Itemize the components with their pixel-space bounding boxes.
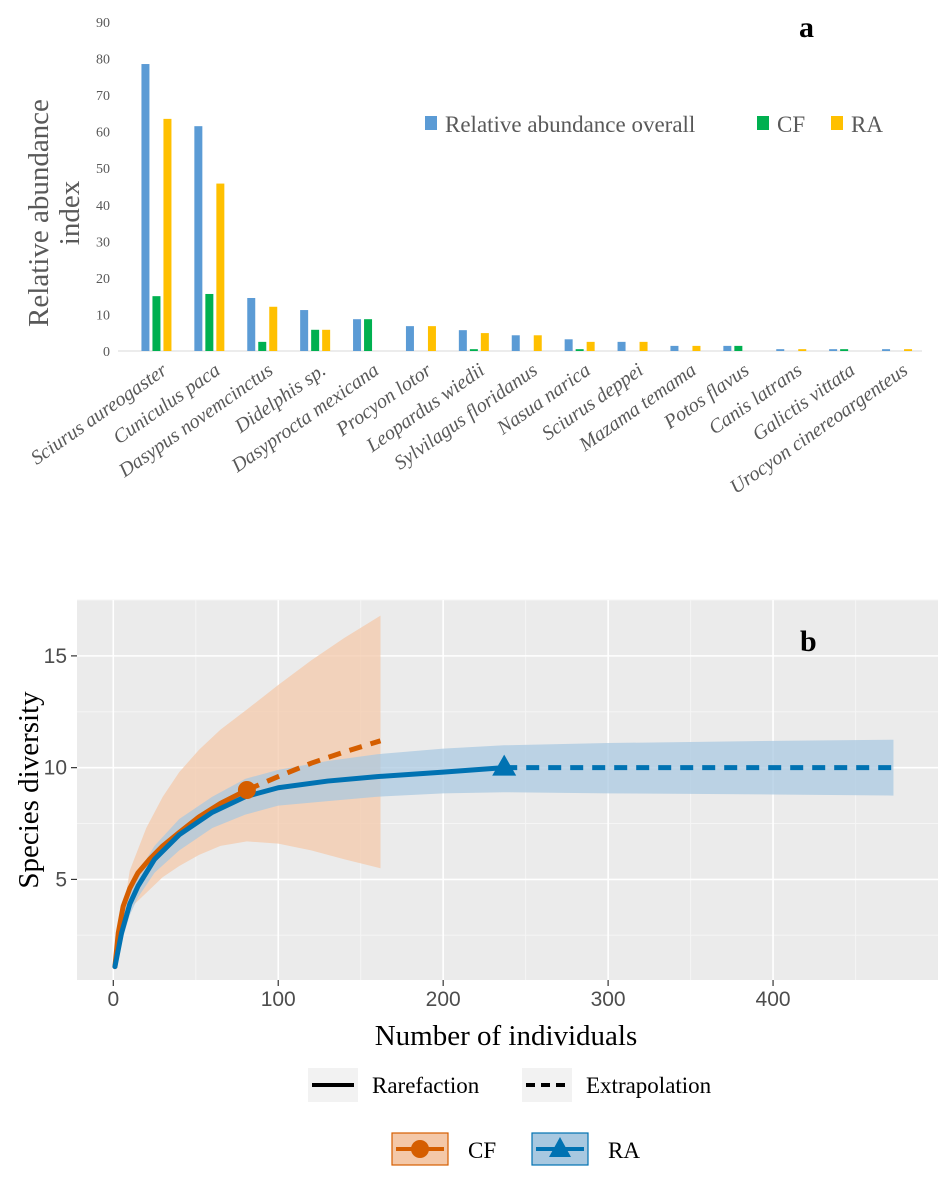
legend-label-ra: RA <box>851 112 883 137</box>
bar-relative-abundance-overall-didelphis-sp <box>300 310 309 351</box>
panel-a-label: a <box>799 11 814 44</box>
panel-b-x-tick-label: 0 <box>107 988 119 1011</box>
series-legend-marker-ra <box>549 1137 571 1157</box>
bar-ra-sciurus-aureogaster <box>163 118 172 351</box>
bar-cf-dasypus-novemcinctus <box>258 341 267 351</box>
panel-b-x-tick-label: 300 <box>591 988 626 1011</box>
panel-b-x-tick-label: 400 <box>756 988 791 1011</box>
panel-a-y-tick-label: 50 <box>96 162 110 177</box>
panel-b-curves <box>112 738 894 970</box>
panel-a-legend: Relative abundance overall CF RA <box>425 112 883 137</box>
line-legend-label-rarefaction: Rarefaction <box>372 1073 480 1098</box>
bar-relative-abundance-overall-potos-flavus <box>723 345 732 351</box>
panel-a-y-tick-label: 70 <box>96 89 110 104</box>
bar-ra-didelphis-sp <box>322 329 331 351</box>
bar-ra-dasypus-novemcinctus <box>269 306 278 351</box>
bar-ra-sylvilagus-floridanus <box>533 335 542 351</box>
bar-ra-nasua-narica <box>586 341 595 351</box>
bar-relative-abundance-overall-mazama-temama <box>670 345 679 351</box>
bar-cf-leopardus-wiedii <box>469 349 478 351</box>
series-legend-label-cf: CF <box>468 1138 496 1163</box>
panel-a-y-title-line-1: Relative abundance <box>23 99 55 327</box>
bar-relative-abundance-overall-nasua-narica <box>564 339 573 351</box>
series-legend-marker-cf <box>411 1140 429 1158</box>
bar-relative-abundance-overall-sylvilagus-floridanus <box>511 335 520 351</box>
panel-b-x-tick-label: 100 <box>261 988 296 1011</box>
panel-b-chart: b 5 10 15 0 100 200 300 400 Number of individu… <box>13 599 938 1166</box>
bar-relative-abundance-overall-procyon-lotor <box>405 326 414 351</box>
legend-label-cf: CF <box>777 112 805 137</box>
panel-a-y-ticks: 0 10 20 30 40 50 60 70 80 90 <box>96 16 110 360</box>
bar-cf-nasua-narica <box>575 349 584 351</box>
bar-cf-sciurus-aureogaster <box>152 296 161 351</box>
bar-cf-cuniculus-paca <box>205 293 214 351</box>
panel-a-y-tick-label: 0 <box>103 345 110 360</box>
panel-b-y-ticks: 5 10 15 <box>44 645 77 891</box>
bar-ra-cuniculus-paca <box>216 183 225 351</box>
rarefaction-line-ra <box>112 765 507 970</box>
bar-cf-potos-flavus <box>734 345 743 351</box>
bar-ra-canis-latrans <box>798 349 807 351</box>
panel-a-y-tick-label: 60 <box>96 126 110 141</box>
panel-a-y-tick-label: 90 <box>96 16 110 31</box>
panel-a-y-title-line-2: index <box>54 180 86 245</box>
bar-cf-didelphis-sp <box>311 329 320 351</box>
line-legend-label-extrapolation: Extrapolation <box>586 1073 712 1098</box>
panel-a-chart: a Relative abundanceindex 0 10 20 30 40 50 60 7… <box>23 11 922 498</box>
observed-marker-ra <box>492 754 517 776</box>
panel-b-y-tick-label: 15 <box>44 645 67 668</box>
panel-b-line-type-legend: Rarefaction Extrapolation <box>308 1068 712 1102</box>
bar-relative-abundance-overall-urocyon-cinereoargenteus <box>882 349 891 351</box>
bar-ra-sciurus-deppei <box>639 341 648 351</box>
panel-b-observed-markers <box>237 754 517 799</box>
bar-ra-leopardus-wiedii <box>480 333 489 351</box>
panel-a-y-tick-label: 80 <box>96 53 110 68</box>
legend-swatch-relative-abundance-overall <box>425 116 437 130</box>
bar-cf-galictis-vittata <box>840 349 849 351</box>
bar-relative-abundance-overall-sciurus-deppei <box>617 341 626 351</box>
band-ra <box>114 739 894 969</box>
panel-a-y-tick-label: 20 <box>96 272 110 287</box>
panel-b-x-axis-title: Number of individuals <box>375 1020 638 1052</box>
panel-b-series-legend: CF RA <box>391 1132 640 1166</box>
rarefaction-line-cf <box>112 787 250 970</box>
panel-a-y-tick-label: 10 <box>96 308 110 323</box>
bar-ra-mazama-temama <box>692 345 701 351</box>
legend-swatch-ra <box>831 116 843 130</box>
bar-relative-abundance-overall-leopardus-wiedii <box>458 330 467 351</box>
bar-ra-urocyon-cinereoargenteus <box>904 349 913 351</box>
panel-a-y-tick-label: 40 <box>96 199 110 214</box>
extrapolation-line-cf <box>245 738 382 793</box>
series-legend-label-ra: RA <box>608 1138 640 1163</box>
legend-swatch-cf <box>757 116 769 130</box>
panel-b-y-axis-title: Species diversity <box>13 691 45 889</box>
bar-relative-abundance-overall-canis-latrans <box>776 349 785 351</box>
bar-relative-abundance-overall-galictis-vittata <box>829 349 838 351</box>
panel-a-bars <box>141 64 913 352</box>
bar-cf-dasyprocta-mexicana <box>364 319 373 351</box>
panel-b-y-tick-label: 5 <box>55 868 67 891</box>
panel-b-label: b <box>800 625 817 658</box>
bar-relative-abundance-overall-dasypus-novemcinctus <box>247 297 256 351</box>
panel-a-y-axis-title: Relative abundanceindex <box>23 99 86 327</box>
bar-relative-abundance-overall-cuniculus-paca <box>194 126 203 351</box>
panel-b-x-ticks: 0 100 200 300 400 <box>107 980 791 1011</box>
panel-a-y-tick-label: 30 <box>96 235 110 250</box>
bar-ra-procyon-lotor <box>427 326 436 351</box>
panel-b-x-tick-label: 200 <box>426 988 461 1011</box>
panel-b-y-tick-label: 10 <box>44 757 67 780</box>
bar-relative-abundance-overall-dasyprocta-mexicana <box>353 319 362 351</box>
legend-label-relative-abundance-overall: Relative abundance overall <box>445 112 695 137</box>
bar-relative-abundance-overall-sciurus-aureogaster <box>141 64 150 352</box>
observed-marker-cf <box>237 781 256 799</box>
